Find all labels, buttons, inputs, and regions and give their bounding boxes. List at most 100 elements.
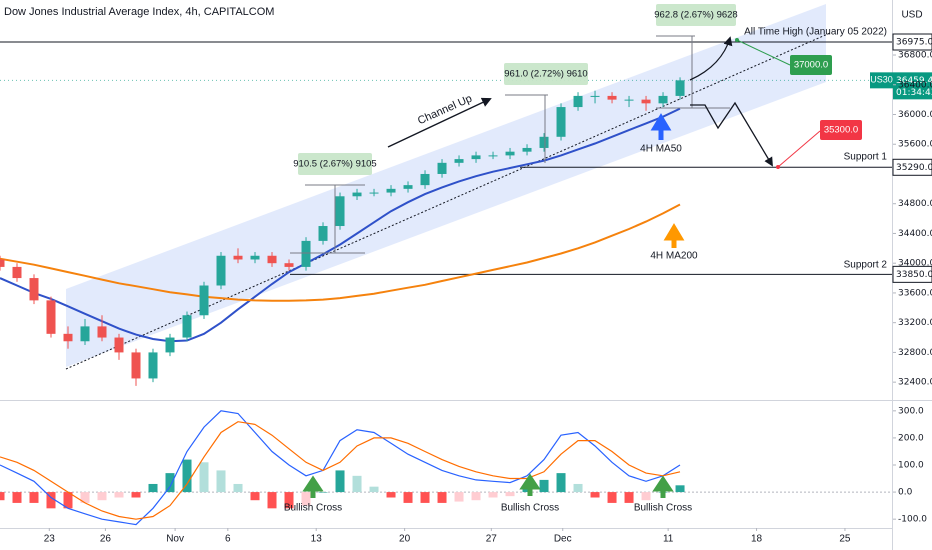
histogram-bar (573, 483, 583, 493)
measure-label: 910.5 (2.67%) 9105 (293, 159, 376, 170)
level-label-box (892, 265, 932, 283)
histogram-bar (352, 475, 362, 493)
currency: USD (901, 10, 922, 21)
x-tick-label: 27 (486, 534, 498, 545)
level-label: 35290.0 (896, 163, 932, 173)
histogram-bar (301, 492, 311, 506)
y-tick-label: 34000.0 (898, 259, 932, 269)
histogram-bar (29, 492, 39, 503)
measure-bracket (290, 184, 365, 254)
cross-arrow (519, 473, 541, 496)
measure-box (504, 63, 588, 85)
candle-body (505, 151, 515, 156)
histogram-bar (556, 473, 566, 493)
channel-arrow (387, 97, 492, 148)
candle-body (403, 185, 413, 189)
moving-average (0, 107, 681, 343)
histogram-bar (12, 492, 22, 503)
cross-arrow (302, 475, 324, 498)
histogram-bar (131, 492, 141, 498)
histogram-bar (46, 492, 56, 509)
candle-body (590, 95, 600, 97)
levels (0, 41, 893, 275)
histogram-bar (454, 492, 464, 502)
x-tick-label: 18 (751, 534, 763, 545)
candle-body (0, 259, 5, 267)
target-label: 35300.0 (824, 125, 858, 136)
candle-body (471, 155, 481, 160)
candle-body (301, 240, 311, 267)
histogram-bar (437, 492, 447, 503)
candle-body (488, 155, 498, 157)
cross-label: Bullish Cross (634, 503, 692, 514)
histogram-bar (607, 492, 617, 503)
candle-body (352, 192, 362, 197)
histogram-bar (471, 492, 481, 501)
measure-bracket (656, 35, 730, 109)
candle-body (114, 337, 124, 353)
projection-down (690, 101, 773, 167)
y-tick-label: 33600.0 (898, 288, 932, 298)
level-name: Support 1 (844, 152, 888, 163)
y-tick-label: 32800.0 (898, 348, 932, 358)
moving-average (0, 203, 681, 302)
histogram-bar (522, 489, 532, 493)
candle-body (250, 255, 260, 260)
y-tick-label: 32400.0 (898, 378, 932, 388)
x-tick-label: 26 (100, 534, 112, 545)
y-tick-label: 0.0 (898, 488, 913, 498)
main-pane (0, 77, 890, 526)
candle-body (233, 255, 243, 260)
measure-box (298, 153, 372, 175)
x-tick-label: 23 (44, 534, 56, 545)
candle-body (165, 337, 175, 353)
x-tick-label: 20 (399, 534, 411, 545)
countdown: 01:34:43 (896, 88, 932, 98)
histogram-bar (148, 483, 158, 493)
candle-body (12, 266, 22, 279)
histogram-bar (216, 470, 226, 493)
histogram-bar (233, 483, 243, 493)
chart-title: Dow Jones Industrial Average Index, 4h, … (4, 6, 274, 18)
histogram-bar (590, 492, 600, 498)
y-tick-label: 35600.0 (898, 140, 932, 150)
last-price-label: 36459.4 (896, 76, 932, 86)
candle-body (624, 99, 634, 101)
candle-body (369, 192, 379, 194)
candle-body (386, 188, 396, 193)
candle-body (454, 159, 464, 163)
level-name: All Time High (January 05 2022) (744, 27, 887, 38)
y-tick-label: 34400.0 (898, 229, 932, 239)
histogram-bar (165, 473, 175, 493)
target-label: 37000.0 (794, 60, 828, 71)
y-tick-label: 33200.0 (898, 318, 932, 328)
candle-body (284, 263, 294, 267)
candle-body (182, 315, 192, 338)
y-tick-label: 36400.0 (898, 80, 932, 90)
y-tick-label: 100.0 (898, 461, 924, 471)
histogram-bar (386, 492, 396, 498)
candle-body (437, 162, 447, 174)
x-tick-label: Dec (554, 534, 572, 545)
histogram-bar (0, 492, 5, 501)
histogram-bar (114, 492, 124, 498)
histogram-bar (420, 492, 430, 503)
level-label: 36975.0 (896, 38, 932, 48)
ma-label: 4H MA200 (650, 251, 698, 262)
measure-bracket (505, 94, 548, 163)
measure-brackets (290, 35, 730, 254)
cross-label: Bullish Cross (501, 503, 559, 514)
candle-body (216, 255, 226, 286)
measure-label: 962.8 (2.67%) 9628 (654, 10, 737, 21)
histogram-bar (335, 470, 345, 493)
candle-body (573, 95, 583, 108)
histogram-bar (641, 492, 651, 501)
histogram-bar (182, 459, 192, 493)
ma-label: 4H MA50 (640, 144, 682, 155)
candle-body (199, 285, 209, 316)
target-box (790, 55, 832, 75)
histogram-bar (505, 492, 515, 497)
candle-body (97, 326, 107, 338)
